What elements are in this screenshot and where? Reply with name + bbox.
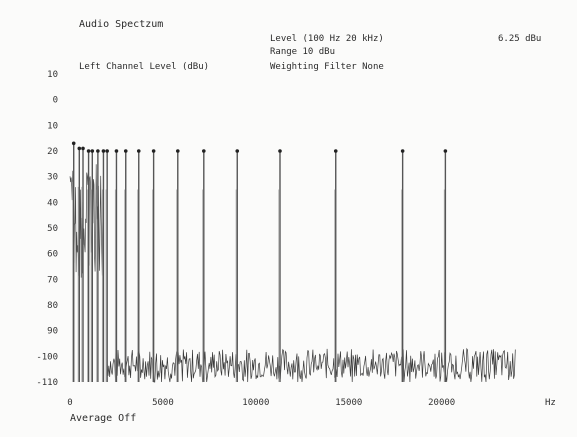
y-tick-label: 70 — [47, 275, 58, 285]
harmonic-peak-marker — [81, 146, 85, 151]
harmonic-peak-marker — [114, 149, 119, 153]
harmonic-peak-marker — [202, 149, 206, 153]
harmonic-peak-marker — [96, 149, 100, 153]
harmonic-peak-marker — [123, 149, 128, 153]
harmonic-peak-marker — [136, 149, 141, 153]
y-tick-label: 90 — [47, 327, 58, 337]
x-tick-label: 5000 — [152, 398, 174, 408]
y-tick-label: -110 — [36, 378, 58, 388]
harmonic-peak-marker — [151, 149, 156, 153]
harmonic-peak-marker — [278, 149, 282, 153]
y-tick-label: 30 — [47, 173, 58, 183]
x-tick-label: 20000 — [428, 398, 455, 408]
level-value: 6.25 dBu — [498, 34, 541, 44]
harmonic-peak-marker — [105, 149, 109, 153]
y-tick-label: 50 — [47, 224, 58, 234]
x-axis-label: Hz — [545, 398, 556, 408]
harmonic-peak-marker — [333, 149, 338, 153]
x-tick-label: 0 — [67, 398, 72, 408]
y-tick-label: 20 — [47, 147, 58, 157]
level-band-label: Level (100 Hz 20 kHz) — [270, 34, 384, 44]
y-tick-label: 0 — [53, 96, 58, 106]
harmonic-peak-marker — [71, 141, 76, 146]
y-tick-label: 80 — [47, 301, 58, 311]
harmonic-peak-marker — [90, 149, 95, 153]
harmonic-peak-marker — [77, 146, 82, 151]
harmonic-peak-marker — [400, 149, 405, 153]
noise-floor-trace — [106, 347, 516, 383]
x-tick-label: 10000 — [242, 398, 269, 408]
y-axis-label: Left Channel Level (dBu) — [79, 62, 209, 72]
harmonic-peak-marker — [101, 149, 106, 153]
x-tick-labels: 0 5000 10000 15000 20000 — [67, 398, 455, 408]
harmonic-peak-marker — [443, 149, 448, 153]
y-tick-labels: 10 0 10 20 30 40 50 60 70 80 90 -100 -110 — [36, 70, 58, 388]
harmonic-peak-marker — [235, 149, 240, 153]
x-tick-label: 15000 — [335, 398, 362, 408]
average-status: Average Off — [70, 413, 136, 424]
y-tick-label: 10 — [47, 121, 58, 131]
harmonic-peak-marker — [86, 149, 91, 153]
plot-area — [69, 141, 516, 383]
y-tick-label: -100 — [36, 352, 58, 362]
y-tick-label: 10 — [47, 70, 58, 80]
weighting-filter-label: Weighting Filter None — [270, 62, 384, 72]
y-tick-label: 40 — [47, 198, 58, 208]
y-tick-label: 60 — [47, 250, 58, 260]
harmonic-peak-marker — [175, 149, 180, 153]
range-label: Range 10 dBu — [270, 47, 335, 57]
chart-title: Audio Spectzum — [79, 19, 163, 30]
